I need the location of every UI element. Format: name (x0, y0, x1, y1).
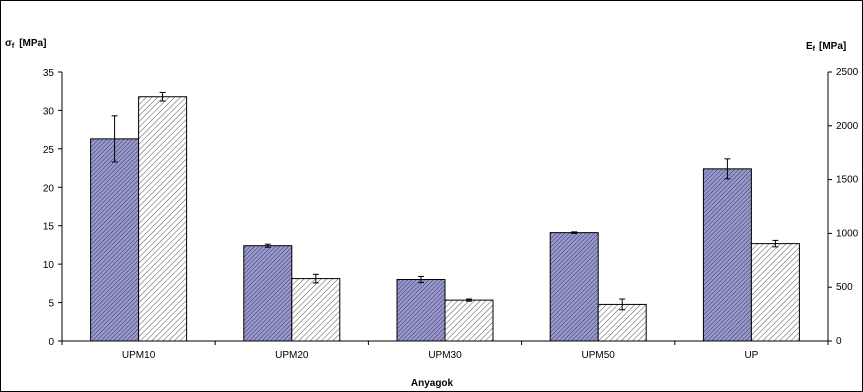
modulus-bar (291, 278, 341, 342)
right-axis-subscript: f (813, 46, 816, 53)
strength-bar (549, 232, 599, 342)
left-tick-label: 20 (43, 183, 55, 194)
right-tick-label: 500 (836, 282, 853, 293)
left-tick-label: 0 (48, 337, 54, 348)
right-axis-unit: [MPa] (819, 41, 846, 52)
strength-bar (702, 168, 752, 342)
category-label: UPM50 (582, 350, 616, 361)
category-label: UP (744, 350, 758, 361)
left-tick-label: 15 (43, 222, 55, 233)
category-label: UPM10 (122, 350, 156, 361)
left-tick-label: 25 (43, 145, 55, 156)
left-tick-label: 30 (43, 106, 55, 117)
strength-bar (396, 279, 446, 342)
strength-bar (243, 245, 293, 342)
right-tick-label: 0 (836, 336, 842, 347)
x-axis-title: Anyagok (411, 378, 454, 389)
modulus-bar (444, 299, 494, 342)
left-tick-label: 5 (48, 299, 54, 310)
right-axis-symbol: E (806, 41, 813, 52)
right-tick-label: 1000 (836, 228, 859, 239)
modulus-bar (750, 243, 800, 342)
modulus-bar (138, 96, 188, 342)
left-axis-unit: [MPa] (19, 38, 46, 49)
error-bars (111, 91, 779, 311)
axes (58, 71, 832, 345)
left-axis-subscript: f (12, 43, 15, 50)
modulus-bar (597, 303, 647, 342)
left-axis-symbol: σ (5, 38, 12, 49)
tick-labels: 0 5 10 15 20 25 30 35 0 500 1000 1500 2000 2500 UPM10 U… (43, 67, 859, 361)
left-tick-label: 10 (43, 260, 55, 271)
bars (90, 96, 800, 342)
category-label: UPM30 (428, 350, 462, 361)
left-tick-label: 35 (43, 68, 55, 79)
right-tick-label: 2500 (836, 67, 859, 78)
right-axis-title: Ef [MPa] (806, 41, 846, 53)
right-tick-label: 1500 (836, 175, 859, 186)
strength-bar (90, 138, 140, 342)
category-label: UPM20 (275, 350, 309, 361)
left-axis-title: σf [MPa] (5, 38, 46, 50)
right-tick-label: 2000 (836, 121, 859, 132)
